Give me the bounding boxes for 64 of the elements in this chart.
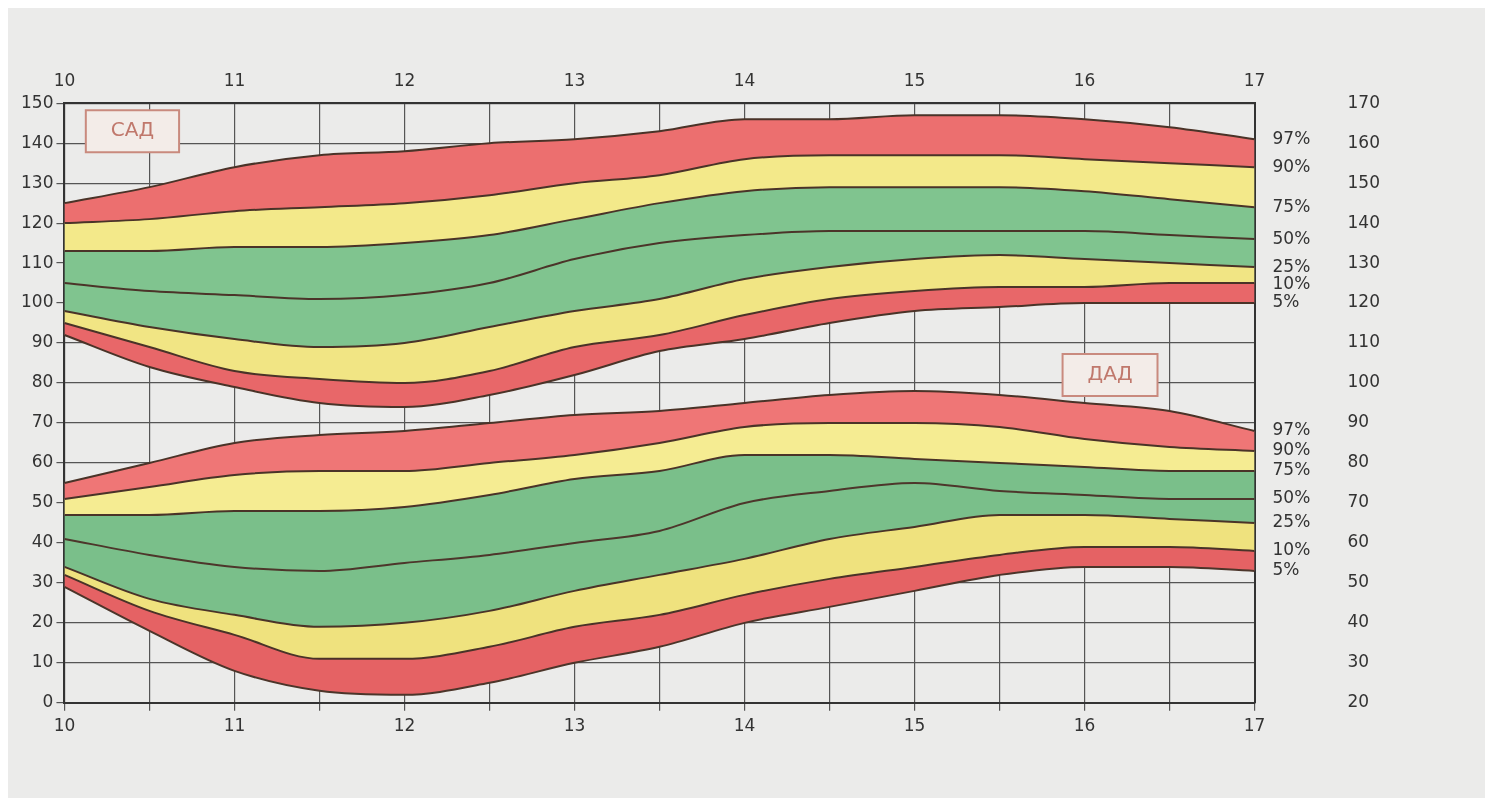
y2-tick-label: 170 bbox=[1347, 91, 1381, 112]
y-tick-label: 100 bbox=[20, 291, 54, 312]
x2-tick-label: 13 bbox=[563, 715, 586, 736]
x2-tick-label: 12 bbox=[393, 715, 416, 736]
x-tick-label: 13 bbox=[563, 70, 586, 91]
y-tick-label: 90 bbox=[31, 331, 54, 352]
y2-tick-label: 20 bbox=[1347, 691, 1370, 712]
series-label: 90% bbox=[1272, 155, 1311, 176]
y2-tick-label: 110 bbox=[1347, 331, 1381, 352]
x-tick-label: 10 bbox=[53, 70, 76, 91]
series-label: 90% bbox=[1272, 439, 1311, 460]
x-tick-label: 17 bbox=[1243, 70, 1266, 91]
line-series bbox=[64, 230, 1255, 301]
x-tick-label: 16 bbox=[1073, 70, 1096, 91]
series-label: 97% bbox=[1272, 127, 1311, 148]
y-tick-label: 40 bbox=[31, 531, 54, 552]
x-tick-label: 14 bbox=[733, 70, 756, 91]
y-tick-label: 10 bbox=[31, 651, 54, 672]
series-label: 75% bbox=[1272, 459, 1311, 480]
y-tick-label: 70 bbox=[31, 411, 54, 432]
x2-tick-label: 16 bbox=[1073, 715, 1096, 736]
series-label: 50% bbox=[1272, 227, 1311, 248]
y-tick-label: 30 bbox=[31, 571, 54, 592]
y2-tick-label: 50 bbox=[1347, 571, 1370, 592]
y-tick-label: 150 bbox=[20, 91, 54, 112]
y-tick-label: 140 bbox=[20, 131, 54, 152]
line-series bbox=[64, 481, 1255, 572]
series-label: 50% bbox=[1272, 487, 1311, 508]
x2-tick-label: 11 bbox=[223, 715, 246, 736]
y2-tick-label: 70 bbox=[1347, 491, 1370, 512]
x2-tick-label: 15 bbox=[903, 715, 926, 736]
x-tick-label: 15 bbox=[903, 70, 926, 91]
series-label: 5% bbox=[1272, 291, 1300, 312]
series-label: 97% bbox=[1272, 419, 1311, 440]
x2-tick-label: 17 bbox=[1243, 715, 1266, 736]
y2-tick-label: 100 bbox=[1347, 371, 1381, 392]
series-label: 5% bbox=[1272, 559, 1300, 580]
y2-tick-label: 60 bbox=[1347, 531, 1370, 552]
x2-tick-label: 10 bbox=[53, 715, 76, 736]
y-tick-label: 80 bbox=[31, 371, 54, 392]
annotation: САД bbox=[110, 117, 155, 142]
y2-tick-label: 160 bbox=[1347, 131, 1381, 152]
y-tick-label: 20 bbox=[31, 611, 54, 632]
y-tick-label: 60 bbox=[31, 451, 54, 472]
y2-tick-label: 120 bbox=[1347, 291, 1381, 312]
y-tick-label: 130 bbox=[20, 171, 54, 192]
y-tick-label: 50 bbox=[31, 491, 54, 512]
series-label: 75% bbox=[1272, 195, 1311, 216]
y2-tick-label: 140 bbox=[1347, 211, 1381, 232]
y2-tick-label: 150 bbox=[1347, 171, 1381, 192]
y2-tick-label: 90 bbox=[1347, 411, 1370, 432]
y-tick-label: 0 bbox=[42, 691, 54, 712]
series-label: 25% bbox=[1272, 511, 1311, 532]
x-tick-label: 12 bbox=[393, 70, 416, 91]
y-tick-label: 110 bbox=[20, 251, 54, 272]
y2-tick-label: 30 bbox=[1347, 651, 1370, 672]
x-tick-label: 11 bbox=[223, 70, 246, 91]
y-tick-label: 120 bbox=[20, 211, 54, 232]
y2-tick-label: 80 bbox=[1347, 451, 1370, 472]
y2-tick-label: 130 bbox=[1347, 251, 1381, 272]
y2-tick-label: 40 bbox=[1347, 611, 1370, 632]
series-label: 10% bbox=[1272, 539, 1311, 560]
x2-tick-label: 14 bbox=[733, 715, 756, 736]
annotation: ДАД bbox=[1087, 361, 1133, 386]
